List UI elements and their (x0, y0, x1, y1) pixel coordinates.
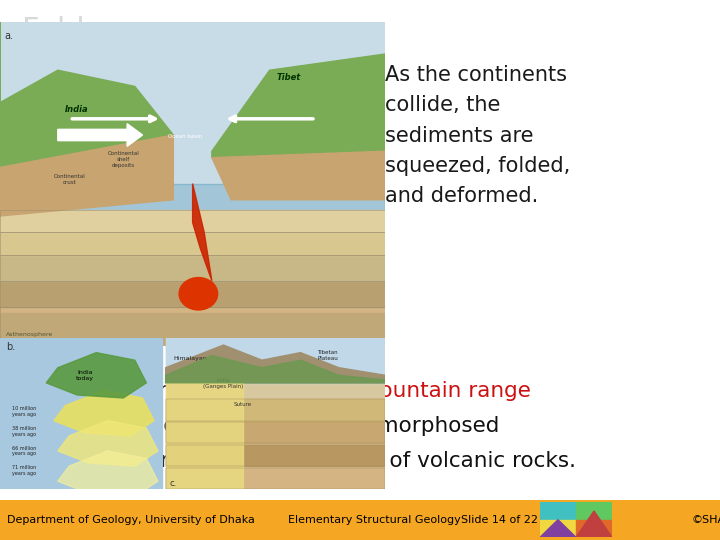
Bar (0, 500, 720, 540)
Text: Asthenosphere: Asthenosphere (6, 332, 53, 337)
Text: This process results in: This process results in (18, 381, 264, 401)
Text: a.: a. (4, 31, 14, 42)
Text: Continental
crust: Continental crust (53, 174, 85, 185)
Text: As the continents
collide, the
sediments are
squeezed, folded,
and deformed.: As the continents collide, the sediments… (385, 65, 570, 206)
Bar (0, 281, 385, 307)
Circle shape (179, 278, 217, 310)
Text: India: India (66, 105, 89, 114)
Bar (166, 468, 385, 489)
Text: Elementary Structural Geology: Elementary Structural Geology (288, 515, 461, 525)
Text: Tibetan
Plateau: Tibetan Plateau (317, 350, 338, 361)
Bar (166, 338, 385, 383)
Polygon shape (0, 184, 385, 210)
Text: Continental
shelf
deposits: Continental shelf deposits (107, 151, 139, 168)
Bar (166, 468, 385, 489)
Bar (0, 313, 385, 346)
Polygon shape (166, 383, 243, 489)
Text: ©SHA: ©SHA (691, 515, 720, 525)
Text: c.: c. (169, 480, 176, 489)
Bar (540, 502, 576, 519)
Text: 66 million
years ago: 66 million years ago (12, 446, 36, 456)
Bar (0, 255, 385, 281)
Polygon shape (166, 356, 385, 383)
Polygon shape (576, 511, 612, 537)
Bar (166, 445, 385, 466)
Bar (576, 519, 612, 537)
Polygon shape (46, 353, 146, 398)
Bar (0, 22, 385, 184)
Text: composed of deformed and metamorphosed: composed of deformed and metamorphosed (18, 416, 500, 436)
Polygon shape (58, 421, 158, 466)
Text: Fold: Fold (22, 16, 84, 45)
Bar (0, 281, 385, 307)
Text: 71 million
years ago: 71 million years ago (12, 465, 36, 476)
Bar (166, 400, 385, 421)
Text: a new mountain range: a new mountain range (287, 381, 531, 401)
Bar (0, 255, 385, 281)
Text: India
today: India today (76, 370, 94, 381)
Bar (0, 307, 385, 346)
Text: Suture: Suture (233, 402, 252, 407)
Polygon shape (58, 451, 158, 496)
Text: Himalayan: Himalayan (174, 356, 207, 361)
Bar (540, 519, 576, 537)
Polygon shape (0, 22, 174, 167)
Bar (166, 400, 385, 421)
Polygon shape (166, 345, 385, 383)
Bar (0, 210, 385, 232)
Polygon shape (54, 390, 154, 436)
Polygon shape (540, 519, 576, 537)
Bar (0, 232, 385, 255)
Bar (0, 338, 162, 489)
Polygon shape (0, 135, 174, 216)
Text: Ocean basin: Ocean basin (168, 134, 202, 139)
Text: Department of Geology, University of Dhaka: Department of Geology, University of Dha… (7, 515, 255, 525)
Bar (166, 422, 385, 443)
Bar (166, 445, 385, 466)
Bar (0, 307, 385, 346)
Text: Tibet: Tibet (276, 73, 301, 82)
Text: b.: b. (6, 342, 15, 352)
Text: India
(Ganges Plain): India (Ganges Plain) (203, 379, 243, 389)
Polygon shape (212, 54, 385, 167)
Bar (166, 338, 385, 489)
Text: 10 million
years ago: 10 million years ago (12, 406, 36, 417)
Text: Slide 14 of 22: Slide 14 of 22 (461, 515, 538, 525)
Text: 38 million
years ago: 38 million years ago (12, 426, 36, 437)
Bar (0, 232, 385, 255)
FancyArrow shape (58, 124, 143, 146)
Bar (0, 210, 385, 232)
Bar (576, 502, 612, 519)
Text: sedimentary rocks and fragments of volcanic rocks.: sedimentary rocks and fragments of volca… (18, 451, 576, 471)
Polygon shape (212, 151, 385, 200)
Polygon shape (193, 184, 212, 281)
Bar (166, 422, 385, 443)
